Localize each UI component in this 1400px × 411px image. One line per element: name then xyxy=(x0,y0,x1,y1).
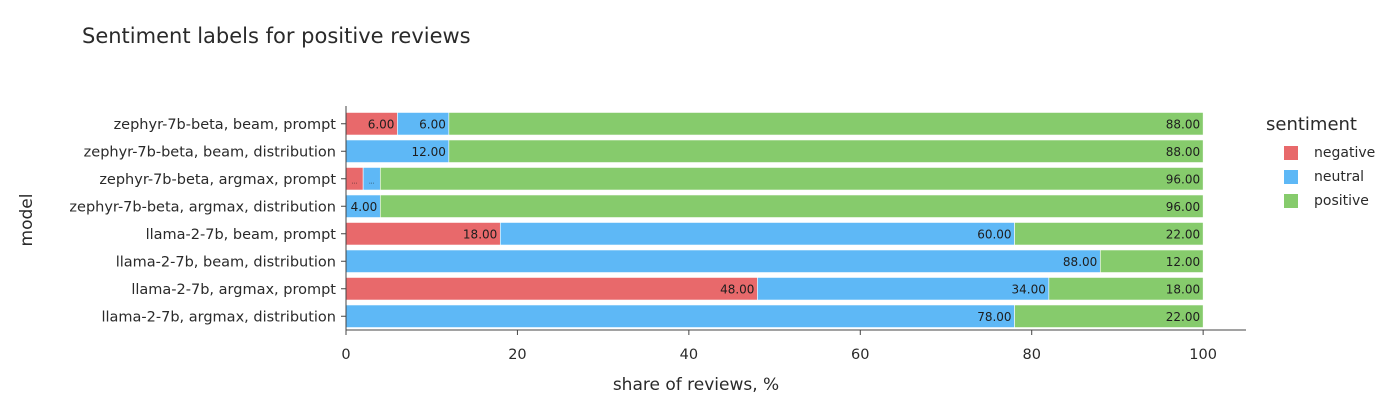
x-tick-label: 0 xyxy=(341,347,350,363)
y-tick-label: zephyr-7b-beta, beam, distribution xyxy=(84,144,336,160)
legend-swatch xyxy=(1284,146,1298,160)
y-tick-label: llama-2-7b, beam, distribution xyxy=(116,254,336,270)
y-tick-label: llama-2-7b, beam, prompt xyxy=(146,227,337,243)
data-label: 22.00 xyxy=(1166,227,1200,241)
y-axis-title: model xyxy=(17,194,37,247)
bar-segment xyxy=(1048,277,1204,301)
data-label: 12.00 xyxy=(411,145,445,159)
legend-item[interactable]: positive xyxy=(1266,189,1375,213)
data-label: 88.00 xyxy=(1166,117,1200,131)
bar-segment xyxy=(448,139,1204,163)
data-label: 18.00 xyxy=(463,227,497,241)
y-tick-label: zephyr-7b-beta, beam, prompt xyxy=(114,117,337,133)
legend-label: positive xyxy=(1314,193,1369,209)
data-label: 60.00 xyxy=(977,227,1011,241)
bar-segment xyxy=(1014,222,1204,246)
y-tick-label: llama-2-7b, argmax, distribution xyxy=(101,309,336,325)
bar-segment xyxy=(345,304,1015,328)
chart-title: Sentiment labels for positive reviews xyxy=(82,24,471,48)
x-tick-label: 40 xyxy=(680,347,698,363)
legend-title: sentiment xyxy=(1266,114,1357,135)
legend: sentiment negative neutral positive xyxy=(1266,114,1375,213)
bar-segment xyxy=(345,249,1101,273)
bar-segment xyxy=(379,167,1204,191)
data-label: 48.00 xyxy=(720,282,754,296)
data-label: 12.00 xyxy=(1166,255,1200,269)
data-label: 96.00 xyxy=(1166,200,1200,214)
bar-segment xyxy=(1099,249,1204,273)
bar-segment xyxy=(757,277,1050,301)
data-label: 88.00 xyxy=(1166,145,1200,159)
data-label: 96.00 xyxy=(1166,172,1200,186)
data-label: 4.00 xyxy=(351,200,378,214)
x-tick-label: 60 xyxy=(851,347,869,363)
bar-segment xyxy=(345,277,758,301)
legend-item[interactable]: negative xyxy=(1266,141,1375,165)
data-label: ... xyxy=(369,178,375,185)
data-label: 18.00 xyxy=(1166,282,1200,296)
x-tick-label: 100 xyxy=(1189,347,1217,363)
data-label: ... xyxy=(352,178,358,185)
data-label: 6.00 xyxy=(368,117,395,131)
data-label: 6.00 xyxy=(419,117,446,131)
data-label: 34.00 xyxy=(1011,282,1045,296)
bar-segment xyxy=(499,222,1015,246)
y-tick-label: zephyr-7b-beta, argmax, prompt xyxy=(99,172,336,188)
x-axis-title: share of reviews, % xyxy=(613,375,779,395)
legend-swatch xyxy=(1284,170,1298,184)
x-tick-label: 20 xyxy=(508,347,526,363)
legend-label: negative xyxy=(1314,145,1376,161)
data-label: 78.00 xyxy=(977,310,1011,324)
legend-item[interactable]: neutral xyxy=(1266,165,1375,189)
legend-label: neutral xyxy=(1314,169,1365,185)
data-label: 22.00 xyxy=(1166,310,1200,324)
legend-swatch xyxy=(1284,194,1298,208)
data-label: 88.00 xyxy=(1063,255,1097,269)
bar-segment xyxy=(379,194,1204,218)
x-tick-label: 80 xyxy=(1022,347,1040,363)
bar-segment xyxy=(448,112,1204,136)
y-tick-label: llama-2-7b, argmax, prompt xyxy=(131,282,336,298)
y-tick-label: zephyr-7b-beta, argmax, distribution xyxy=(69,199,336,215)
bar-segment xyxy=(1014,304,1204,328)
